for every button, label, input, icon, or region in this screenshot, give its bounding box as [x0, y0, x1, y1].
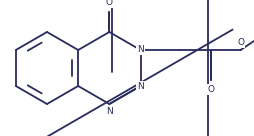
Text: O: O: [207, 85, 214, 94]
Text: N: N: [137, 46, 144, 55]
Text: N: N: [137, 81, 144, 90]
Text: N: N: [106, 107, 113, 116]
Text: O: O: [106, 0, 113, 7]
Text: O: O: [237, 38, 244, 47]
